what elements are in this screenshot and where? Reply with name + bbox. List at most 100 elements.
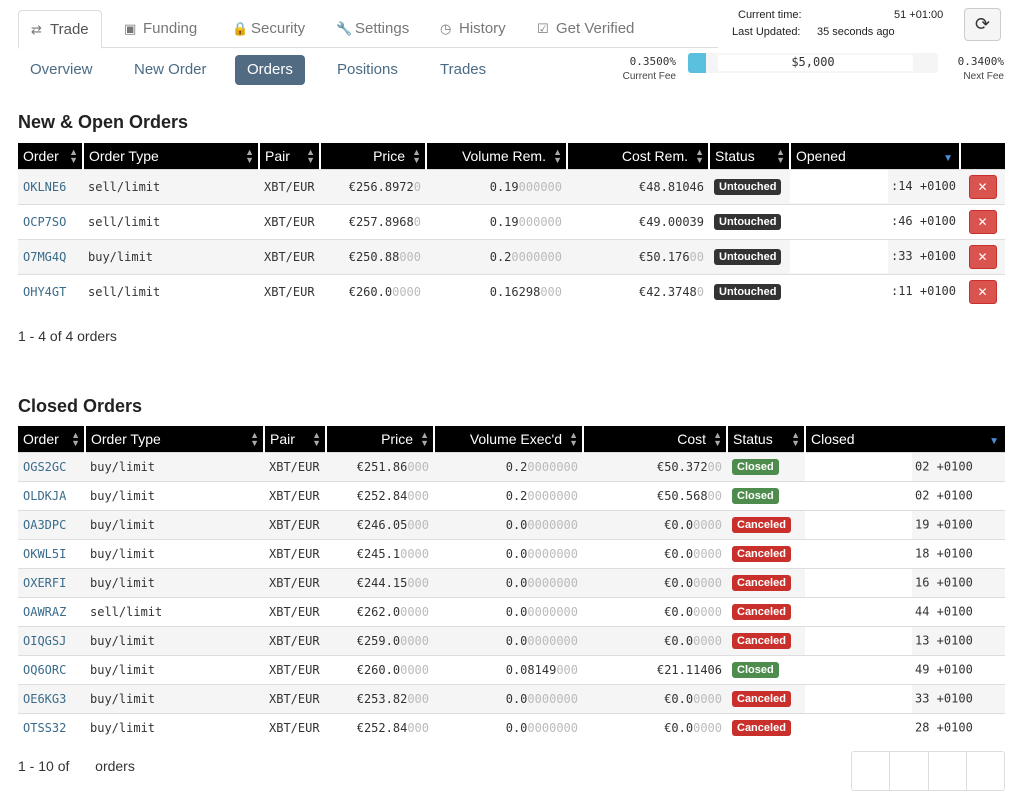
order-id-link[interactable]: OLDKJA [18,480,85,510]
cancel-order-button[interactable]: ✕ [968,279,997,304]
order-id-link[interactable]: OXERFI [18,567,85,597]
col-price[interactable]: Price ▲ ▼ [326,426,435,452]
tab-settings[interactable]: 🔧 Settings [324,10,421,48]
status-cell: Canceled [727,683,805,713]
pair: XBT/EUR [264,625,326,655]
status-badge: Untouched [714,213,782,230]
col-volume-execd[interactable]: Volume Exec'd ▲ ▼ [434,426,584,452]
volume-rem: 0.19000000 [426,168,567,204]
pair: XBT/EUR [264,683,326,713]
pair: XBT/EUR [264,567,326,597]
col-status[interactable]: Status ▲ ▼ [709,143,791,169]
closed-time: 13 +0100 [805,625,1005,655]
actions-cell: ✕ [960,273,1005,309]
table-row: OKLNE6 sell/limit XBT/EUR €256.89720 0.19000… [18,168,1005,204]
fee-progress-text: $5,000 [791,55,835,69]
tab-security[interactable]: 🔒 Security [220,10,317,48]
col-cost-rem[interactable]: Cost Rem. ▲ ▼ [567,143,710,169]
order-id-link[interactable]: OKWL5I [18,538,85,568]
col-opened[interactable]: Opened ▼ [790,143,961,169]
table-row: O7MG4Q buy/limit XBT/EUR €250.88000 0.200000… [18,238,1005,274]
current-time-value: 51 +01:00 [894,9,944,21]
order-id-link[interactable]: OE6KG3 [18,683,85,713]
col-order-type[interactable]: Order Type ▲ ▼ [83,143,260,169]
actions-cell: ✕ [960,203,1005,239]
pair: XBT/EUR [259,168,320,204]
col-volume-rem[interactable]: Volume Rem. ▲ ▼ [426,143,568,169]
fee-progress-bar: $5,000 [688,53,938,73]
table-row: OCP7SO sell/limit XBT/EUR €257.89680 0.19000… [18,203,1005,239]
closed-time: 02 +0100 [805,451,1005,481]
subtab-orders[interactable]: Orders [235,55,305,85]
status-badge: Untouched [714,178,782,195]
current-time-label: Current time: [738,9,802,21]
opened-time: :33 +0100 [790,238,960,274]
redacted-area [805,510,912,539]
pagination[interactable] [851,751,1005,791]
col-status[interactable]: Status ▲ ▼ [727,426,806,452]
order-id-link[interactable]: OGS2GC [18,451,85,481]
status-badge: Closed [732,458,779,475]
col-order[interactable]: Order ▲ ▼ [18,143,84,169]
volume-rem: 0.16298000 [426,273,567,309]
subtab-new-order[interactable]: New Order [134,61,207,78]
redacted-area [805,481,912,510]
order-type: buy/limit [83,238,259,274]
closed-orders-title: Closed Orders [18,396,143,416]
actions-cell: ✕ [960,168,1005,204]
cost: €50.56800 [583,480,727,510]
col-order[interactable]: Order ▲ ▼ [18,426,86,452]
top-tab-bar: ⇄ Trade ▣ Funding 🔒 Security 🔧 Settings ◷ History… [18,10,718,49]
volume-execd: 0.00000000 [434,683,583,713]
order-id-link[interactable]: OQ6ORC [18,654,85,684]
order-id-link[interactable]: OA3DPC [18,509,85,539]
status-cell: Canceled [727,538,805,568]
volume-execd: 0.00000000 [434,567,583,597]
status-cell: Closed [727,480,805,510]
order-id-link[interactable]: OIQGSJ [18,625,85,655]
order-id-link[interactable]: OHY4GT [18,273,83,309]
order-id-link[interactable]: OKLNE6 [18,168,83,204]
opened-time: :46 +0100 [790,203,960,239]
subtab-trades[interactable]: Trades [440,61,487,78]
cancel-order-button[interactable]: ✕ [968,209,997,234]
cost: €0.00000 [583,567,727,597]
tab-history[interactable]: ◷ History [428,10,518,48]
subtab-overview[interactable]: Overview [30,61,93,78]
order-type: sell/limit [83,203,259,239]
volume-execd: 0.00000000 [434,509,583,539]
col-price[interactable]: Price ▲ ▼ [320,143,427,169]
closed-time: 44 +0100 [805,596,1005,626]
col-closed[interactable]: Closed ▼ [805,426,1005,452]
tab-trade[interactable]: ⇄ Trade [18,10,102,49]
status-badge: Closed [732,487,779,504]
order-id-link[interactable]: OCP7SO [18,203,83,239]
order-id-link[interactable]: OAWRAZ [18,596,85,626]
refresh-button[interactable]: ⟳ [964,8,1001,41]
pair: XBT/EUR [259,203,320,239]
pair: XBT/EUR [264,654,326,684]
last-updated-value: 35 seconds ago [817,26,895,38]
col-cost[interactable]: Cost ▲ ▼ [583,426,728,452]
col-order-type[interactable]: Order Type ▲ ▼ [85,426,265,452]
order-type: sell/limit [83,273,259,309]
cancel-order-button[interactable]: ✕ [968,174,997,199]
order-id-link[interactable]: OTSS32 [18,712,85,742]
col-pair[interactable]: Pair ▲ ▼ [264,426,327,452]
status-cell: Untouched [709,238,790,274]
col-pair[interactable]: Pair ▲ ▼ [259,143,321,169]
tab-funding[interactable]: ▣ Funding [112,10,209,48]
cost: €0.00000 [583,683,727,713]
order-id-link[interactable]: O7MG4Q [18,238,83,274]
next-fee: 0.3400% Next Fee [950,55,1004,82]
price: €260.00000 [320,273,426,309]
tab-label: History [459,20,506,37]
status-badge: Canceled [732,545,791,562]
cancel-order-button[interactable]: ✕ [968,244,997,269]
table-row: OE6KG3 buy/limit XBT/EUR €253.82000 0.000000… [18,683,1005,713]
subtab-positions[interactable]: Positions [337,61,398,78]
current-fee-value: 0.3500% [629,55,676,68]
cost: €0.00000 [583,509,727,539]
volume-execd: 0.00000000 [434,712,583,742]
tab-get-verified[interactable]: ☑ Get Verified [525,10,646,48]
